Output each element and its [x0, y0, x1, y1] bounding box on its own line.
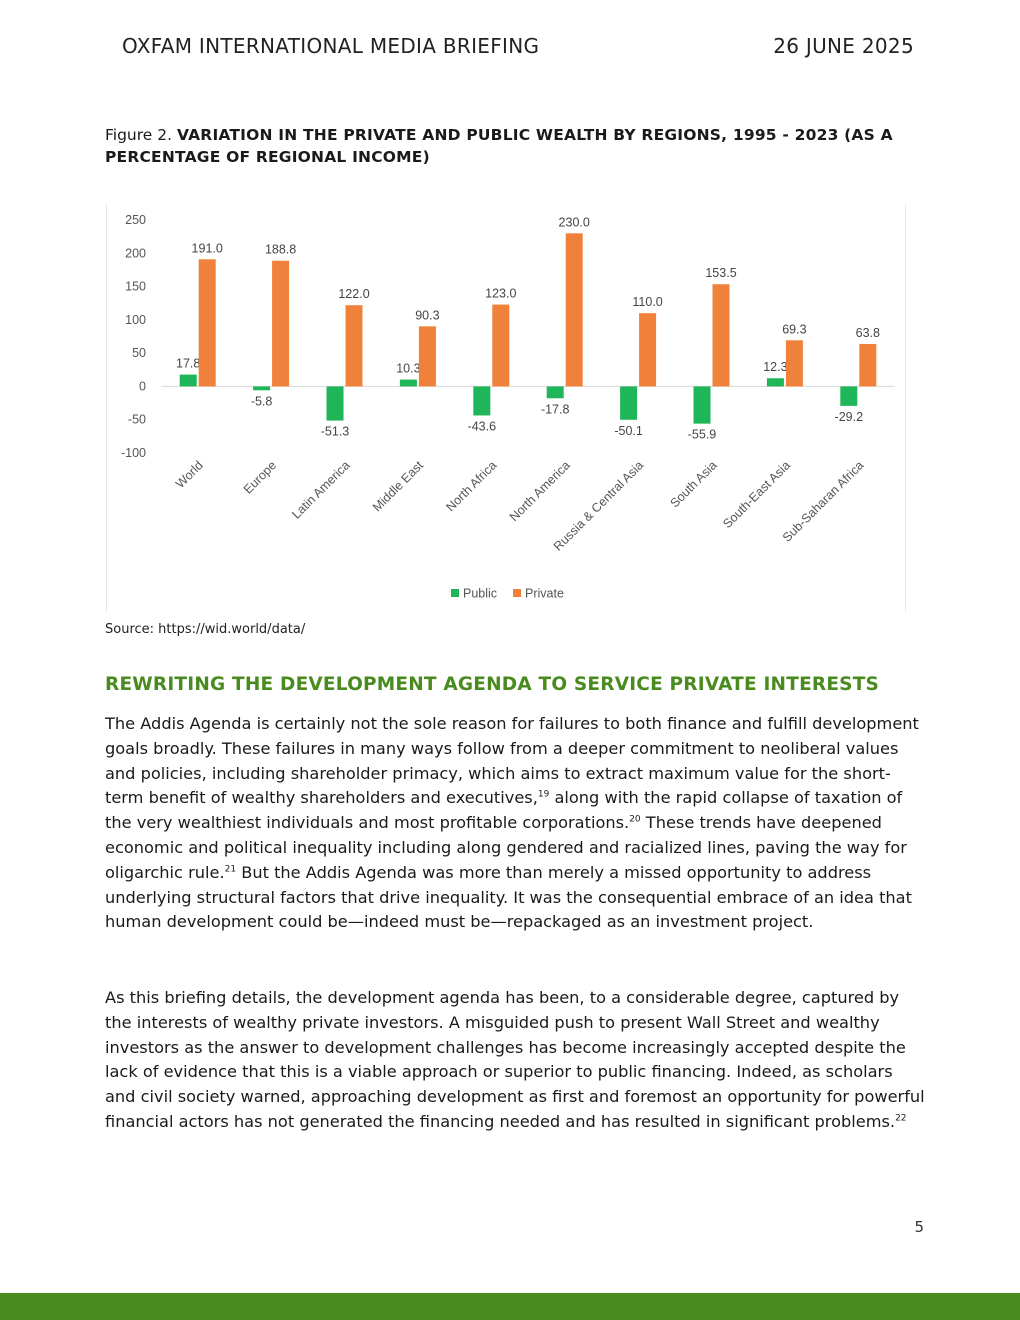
- data-label-private-5: 230.0: [559, 215, 590, 229]
- figure-source: Source: https://wid.world/data/: [105, 622, 306, 637]
- y-tick-label-5: 0: [139, 379, 146, 393]
- bar-public-7: [693, 386, 711, 424]
- bar-chart: 250 200 150 100 50 0 -50 -100 17.8 191.0 World -5.8…: [121, 213, 895, 601]
- data-label-private-9: 63.8: [856, 326, 880, 340]
- chart-container: 250 200 150 100 50 0 -50 -100 17.8 191.0 World -5.8…: [106, 204, 906, 612]
- legend-label-public: Public: [463, 587, 497, 601]
- data-label-private-2: 122.0: [338, 287, 369, 301]
- y-tick-label-4: 50: [132, 346, 146, 360]
- p1-text-a: The Addis Agenda is certainly not the so…: [105, 714, 919, 808]
- data-label-public-5: -17.8: [541, 402, 570, 416]
- x-tick-label-4: North Africa: [443, 458, 499, 514]
- legend-label-private: Private: [525, 587, 564, 601]
- page-header: OXFAM INTERNATIONAL MEDIA BRIEFING 26 JU…: [122, 34, 914, 64]
- data-label-private-8: 69.3: [782, 322, 806, 336]
- footnote-ref-22[interactable]: 22: [895, 1113, 907, 1124]
- data-label-public-3: 10.3: [396, 362, 420, 376]
- data-label-private-6: 110.0: [632, 295, 662, 309]
- y-tick-label-0: 250: [125, 213, 146, 227]
- y-tick-label-1: 200: [125, 246, 146, 260]
- p2-text-a: As this briefing details, the developmen…: [105, 988, 925, 1131]
- bar-private-8: [785, 340, 803, 387]
- figure-title: VARIATION IN THE PRIVATE AND PUBLIC WEAL…: [105, 126, 893, 166]
- bar-private-5: [565, 233, 583, 387]
- chart-frame-left: [106, 204, 107, 612]
- footnote-ref-19[interactable]: 19: [537, 790, 550, 800]
- x-tick-label-2: Latin America: [289, 458, 352, 521]
- bar-private-3: [418, 326, 436, 387]
- data-label-public-2: -51.3: [321, 425, 350, 439]
- footnote-ref-21[interactable]: 21: [224, 864, 237, 875]
- y-tick-label-7: -100: [121, 446, 146, 460]
- page-number: 5: [914, 1218, 924, 1236]
- bar-private-0: [198, 259, 216, 387]
- data-label-private-0: 191.0: [192, 241, 223, 255]
- figure-caption: Figure 2. VARIATION IN THE PRIVATE AND P…: [105, 124, 905, 168]
- publication-title: OXFAM INTERNATIONAL MEDIA BRIEFING: [122, 34, 540, 58]
- bar-private-7: [712, 284, 730, 387]
- data-label-private-1: 188.8: [265, 243, 296, 257]
- bar-public-8: [766, 378, 784, 387]
- data-label-private-4: 123.0: [485, 287, 516, 301]
- x-tick-label-5: North America: [507, 458, 573, 524]
- x-tick-label-8: South-East Asia: [720, 458, 793, 531]
- bar-public-3: [399, 379, 417, 387]
- bar-public-1: [253, 386, 271, 391]
- x-tick-label-3: Middle East: [370, 458, 426, 514]
- x-tick-label-0: World: [173, 458, 206, 491]
- paragraph-2: As this briefing details, the developmen…: [105, 986, 925, 1135]
- bar-private-9: [859, 343, 877, 387]
- x-tick-label-9: Sub-Saharan Africa: [780, 458, 867, 545]
- legend-swatch-public: [451, 589, 459, 597]
- bar-private-4: [492, 304, 510, 387]
- section-heading: REWRITING THE DEVELOPMENT AGENDA TO SERV…: [105, 674, 880, 695]
- figure-label: Figure 2.: [105, 126, 177, 144]
- bar-private-2: [345, 305, 363, 387]
- bar-public-9: [840, 386, 858, 406]
- data-label-public-9: -29.2: [835, 410, 864, 424]
- data-label-public-1: -5.8: [251, 394, 273, 408]
- p1-text-c: These trends have deepened economic and …: [105, 813, 907, 882]
- data-label-public-7: -55.9: [688, 428, 717, 442]
- data-label-public-0: 17.8: [176, 357, 200, 371]
- data-label-public-6: -50.1: [614, 424, 643, 438]
- paragraph-1: The Addis Agenda is certainly not the so…: [105, 712, 925, 935]
- footnote-ref-20[interactable]: 20: [629, 814, 641, 825]
- x-tick-label-7: South Asia: [667, 458, 719, 510]
- data-label-public-8: 12.3: [763, 360, 787, 374]
- bar-private-1: [272, 260, 290, 387]
- bar-public-5: [546, 386, 564, 399]
- y-tick-label-3: 100: [125, 313, 146, 327]
- data-label-private-7: 153.5: [705, 266, 736, 280]
- data-label-public-4: -43.6: [468, 419, 497, 433]
- x-tick-label-1: Europe: [241, 458, 279, 496]
- p1-text-b: along with the rapid collapse of taxatio…: [105, 788, 903, 833]
- data-label-private-3: 90.3: [415, 308, 439, 322]
- bar-public-4: [473, 386, 491, 416]
- p1-text-d: But the Addis Agenda was more than merel…: [105, 862, 912, 932]
- legend-swatch-private: [513, 589, 521, 597]
- y-tick-label-6: -50: [128, 413, 146, 427]
- bar-public-2: [326, 386, 344, 421]
- bar-public-6: [620, 386, 638, 420]
- publication-date: 26 JUNE 2025: [773, 34, 914, 58]
- chart-frame-right: [905, 204, 906, 612]
- bar-private-6: [639, 313, 657, 387]
- footer-bar: [0, 1293, 1020, 1320]
- y-tick-label-2: 150: [125, 280, 146, 294]
- bar-public-0: [179, 374, 197, 387]
